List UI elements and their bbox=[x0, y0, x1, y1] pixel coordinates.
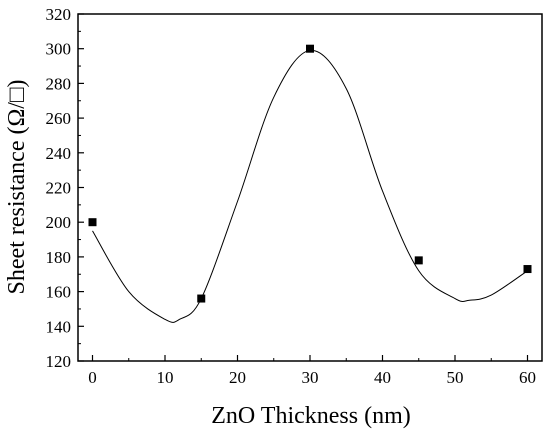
x-tick-label: 60 bbox=[519, 368, 536, 387]
x-axis: 0 10 20 30 40 50 60 bbox=[88, 355, 536, 387]
data-points bbox=[88, 44, 532, 303]
data-point bbox=[306, 44, 314, 53]
x-axis-title: ZnO Thickness (nm) bbox=[211, 403, 411, 429]
y-tick-label: 180 bbox=[46, 248, 72, 267]
y-tick-label: 300 bbox=[46, 40, 72, 59]
plot-area: 0 10 20 30 40 50 60 120 140 160 180 200 220 240 260 28… bbox=[46, 5, 543, 387]
y-tick-label: 280 bbox=[46, 74, 72, 93]
data-point bbox=[197, 294, 206, 303]
y-tick-label: 140 bbox=[46, 317, 72, 336]
data-point bbox=[88, 218, 97, 227]
y-tick-label: 200 bbox=[46, 213, 72, 232]
y-tick-label: 120 bbox=[46, 352, 72, 371]
data-point bbox=[523, 265, 532, 274]
y-axis-title: Sheet resistance (Ω/□) bbox=[4, 80, 30, 295]
x-tick-label: 10 bbox=[157, 368, 174, 387]
y-tick-label: 220 bbox=[46, 179, 72, 198]
fit-curve bbox=[92, 49, 528, 323]
x-tick-label: 50 bbox=[447, 368, 464, 387]
y-tick-label: 160 bbox=[46, 283, 72, 302]
y-tick-label: 240 bbox=[46, 144, 72, 163]
x-tick-label: 20 bbox=[229, 368, 246, 387]
x-tick-label: 30 bbox=[302, 368, 319, 387]
y-tick-label: 320 bbox=[46, 5, 72, 24]
y-axis: 120 140 160 180 200 220 240 260 280 300 320 bbox=[46, 5, 84, 371]
x-tick-label: 0 bbox=[88, 368, 97, 387]
x-tick-label: 40 bbox=[374, 368, 391, 387]
data-point bbox=[414, 256, 423, 265]
y-tick-label: 260 bbox=[46, 109, 72, 128]
